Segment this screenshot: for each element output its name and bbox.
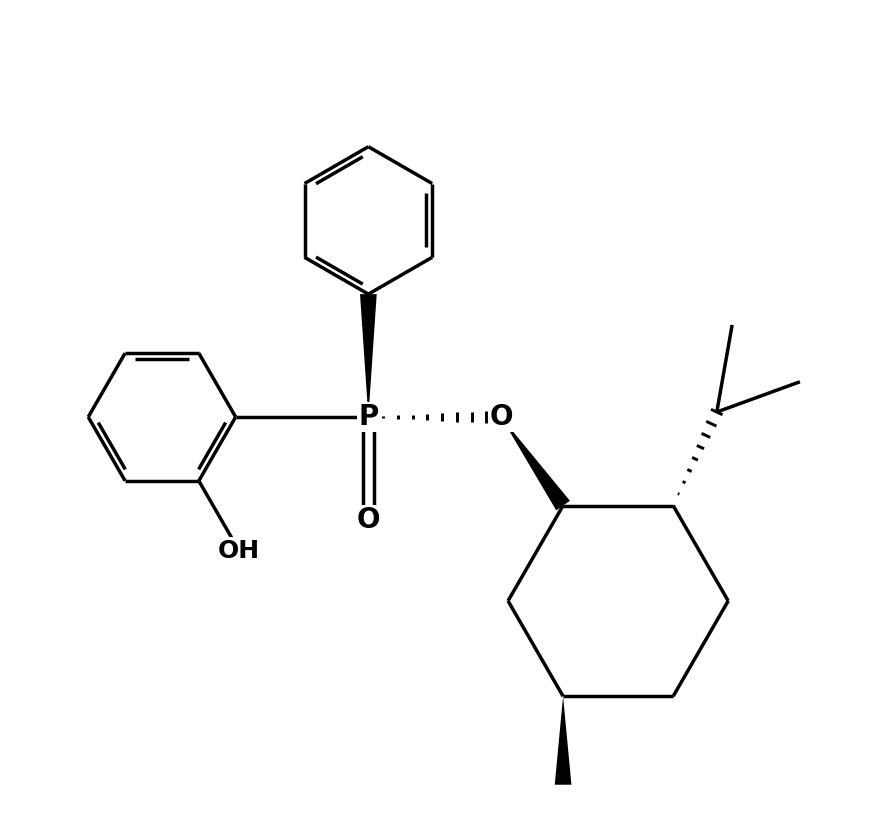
Text: P: P — [358, 403, 378, 431]
Polygon shape — [554, 696, 571, 785]
Polygon shape — [501, 417, 569, 510]
Text: O: O — [489, 403, 513, 431]
Text: O: O — [357, 506, 380, 535]
Text: OH: OH — [218, 539, 260, 563]
Polygon shape — [360, 294, 376, 417]
